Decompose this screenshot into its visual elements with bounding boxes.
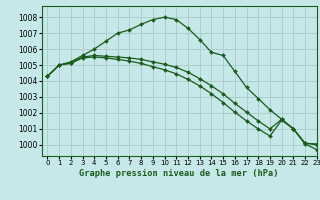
- X-axis label: Graphe pression niveau de la mer (hPa): Graphe pression niveau de la mer (hPa): [79, 169, 279, 178]
